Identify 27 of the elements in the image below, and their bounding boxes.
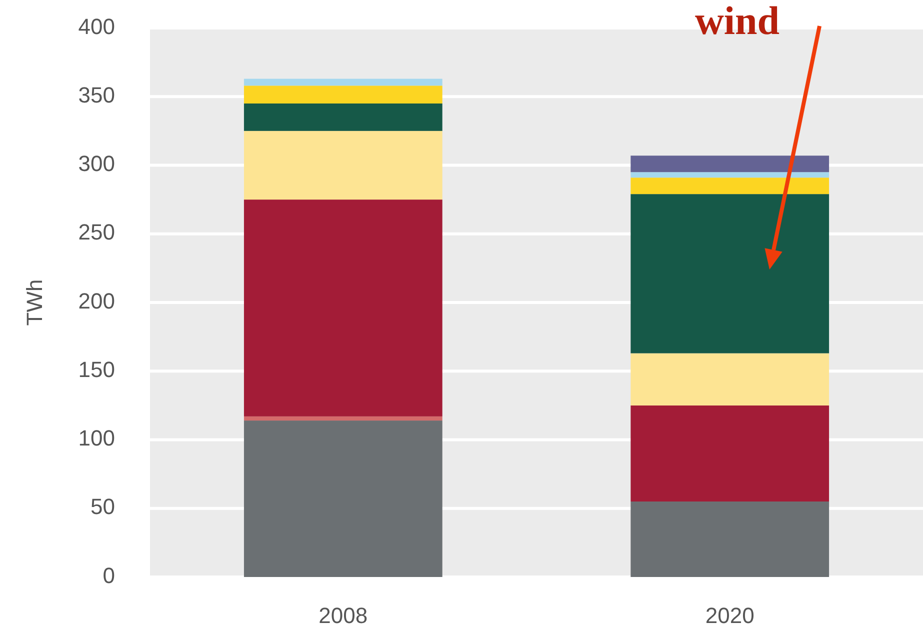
y-tick-label: 0 xyxy=(102,562,115,588)
x-tick-label: 2020 xyxy=(705,603,754,628)
bar xyxy=(244,103,442,131)
bar xyxy=(244,200,442,416)
x-tick-label: 2008 xyxy=(318,603,368,628)
bar xyxy=(244,420,442,577)
bar xyxy=(630,194,830,354)
y-tick-label: 150 xyxy=(78,356,115,382)
bar xyxy=(630,156,830,172)
bar xyxy=(630,172,830,178)
bar xyxy=(244,86,442,104)
bar xyxy=(630,405,830,502)
annotation: wind xyxy=(695,0,780,43)
y-tick-label: 50 xyxy=(90,494,115,520)
bar xyxy=(630,502,830,577)
bar xyxy=(244,416,442,421)
y-tick-label: 300 xyxy=(78,151,115,176)
y-axis-title: TWh xyxy=(22,279,47,326)
bar xyxy=(244,78,442,86)
y-tick-label: 200 xyxy=(78,288,115,314)
y-tick-label: 100 xyxy=(78,426,115,451)
y-tick-label: 350 xyxy=(78,82,115,108)
y-tick-label: 400 xyxy=(78,14,115,39)
bar xyxy=(630,353,830,406)
bar xyxy=(630,178,830,194)
y-tick-label: 250 xyxy=(78,220,115,245)
bar xyxy=(244,130,442,200)
